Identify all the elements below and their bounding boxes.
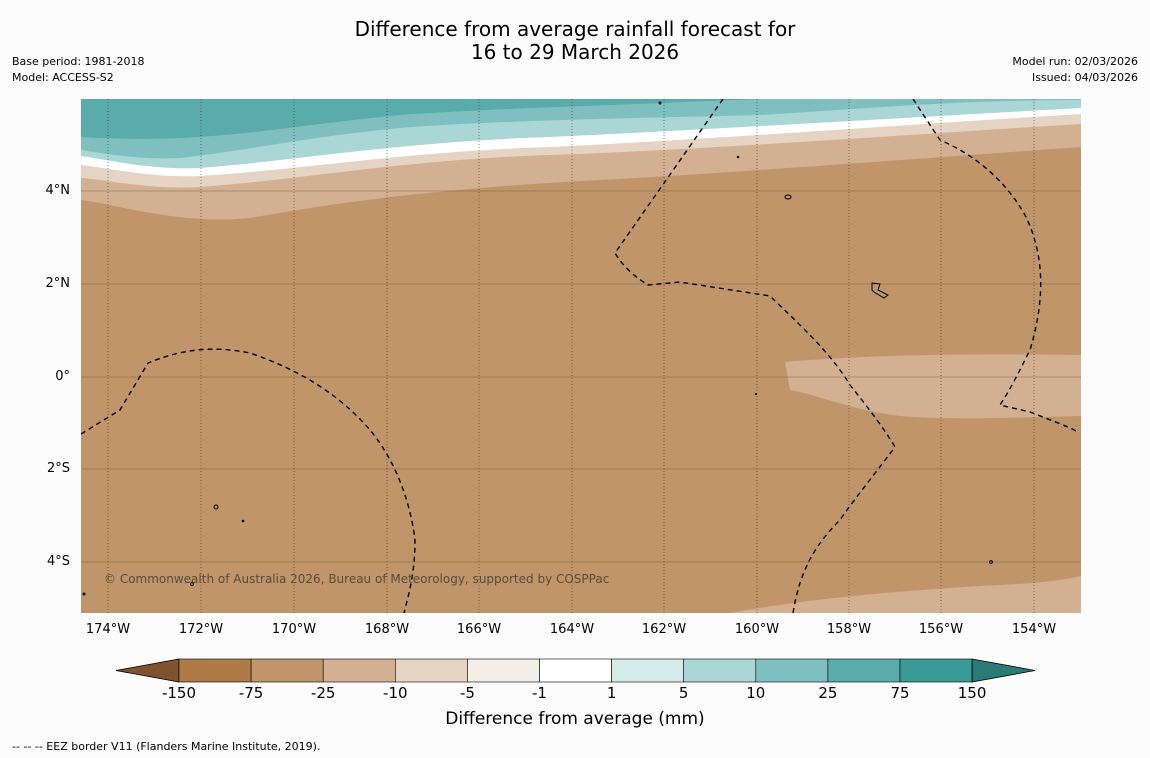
- dry-patch-south: [730, 576, 1081, 613]
- meta-right: Model run: 02/03/2026 Issued: 04/03/2026: [1012, 54, 1138, 86]
- lat-label-2s: 2°S: [46, 461, 70, 476]
- colorbar-tick-label: -5: [459, 684, 475, 702]
- dry-patch-equator: [785, 354, 1081, 419]
- lon-label-156w: 156°W: [918, 622, 964, 637]
- eez-border-west: [81, 348, 416, 613]
- issued-date: Issued: 04/03/2026: [1031, 71, 1138, 84]
- colorbar-tick-label: 25: [818, 684, 838, 702]
- model-name: Model: ACCESS-S2: [12, 71, 114, 84]
- lon-label-160w: 160°W: [734, 622, 780, 637]
- title-line-2: 16 to 29 March 2026: [470, 40, 680, 64]
- eez-legend-footer: -- -- -- EEZ border V11 (Flanders Marine…: [12, 740, 321, 753]
- colorbar-label: Difference from average (mm): [445, 709, 705, 729]
- chart-title: Difference from average rainfall forecas…: [0, 18, 1150, 64]
- lat-label-2n: 2°N: [45, 276, 71, 291]
- colorbar-segment: [467, 658, 540, 683]
- colorbar-arrow-low: [115, 658, 180, 683]
- latitude-gridlines: [81, 190, 1081, 563]
- lon-label-172w: 172°W: [178, 622, 224, 637]
- lon-label-154w: 154°W: [1011, 622, 1057, 637]
- lon-label-164w: 164°W: [549, 622, 595, 637]
- colorbar-tick-label: 150: [957, 684, 987, 702]
- colorbar-tick-label: -75: [238, 684, 264, 702]
- colorbar-tick-label: -1: [532, 684, 547, 702]
- eez-border-east: [912, 99, 1079, 433]
- lon-label-166w: 166°W: [456, 622, 502, 637]
- eez-borders: [81, 99, 1079, 613]
- colorbar-segment: [250, 658, 324, 683]
- model-run: Model run: 02/03/2026: [1012, 55, 1138, 68]
- lat-label-4n: 4°N: [45, 183, 71, 198]
- lon-label-162w: 162°W: [641, 622, 687, 637]
- colorbar-tick-label: -25: [310, 684, 336, 702]
- colorbar-segment: [827, 658, 901, 683]
- colorbar-tick-label: 5: [678, 684, 689, 702]
- lon-label-170w: 170°W: [271, 622, 317, 637]
- meta-left: Base period: 1981-2018 Model: ACCESS-S2: [12, 54, 144, 86]
- lon-label-158w: 158°W: [826, 622, 872, 637]
- colorbar-segment: [394, 658, 468, 683]
- wet-band-strong: [81, 99, 760, 139]
- base-period: Base period: 1981-2018: [12, 55, 145, 68]
- colorbar-segment: [899, 658, 973, 683]
- title-line-1: Difference from average rainfall forecas…: [354, 17, 796, 41]
- lat-label-0: 0°: [55, 369, 70, 384]
- lon-label-168w: 168°W: [364, 622, 410, 637]
- colorbar-segment: [611, 658, 684, 683]
- colorbar-segment: [755, 658, 829, 683]
- lat-label-4s: 4°S: [46, 554, 70, 569]
- colorbar: [115, 658, 1036, 683]
- colorbar-segment: [178, 658, 252, 683]
- colorbar-arrow-high: [971, 658, 1036, 683]
- colorbar-tick-label: 1: [606, 684, 617, 702]
- map-area: [81, 99, 1081, 613]
- colorbar-tick-label: -10: [383, 684, 408, 702]
- colorbar-segment: [539, 658, 612, 683]
- colorbar-segment: [683, 658, 757, 683]
- lon-label-174w: 174°W: [85, 622, 131, 637]
- copyright-notice: © Commonwealth of Australia 2026, Bureau…: [104, 572, 610, 586]
- islands: [82, 101, 993, 596]
- eez-border-central: [614, 99, 896, 613]
- colorbar-tick-label: 75: [890, 684, 910, 702]
- colorbar-tick-label: 10: [746, 684, 766, 702]
- colorbar-tick-label: -150: [161, 684, 197, 702]
- colorbar-segment: [322, 658, 396, 683]
